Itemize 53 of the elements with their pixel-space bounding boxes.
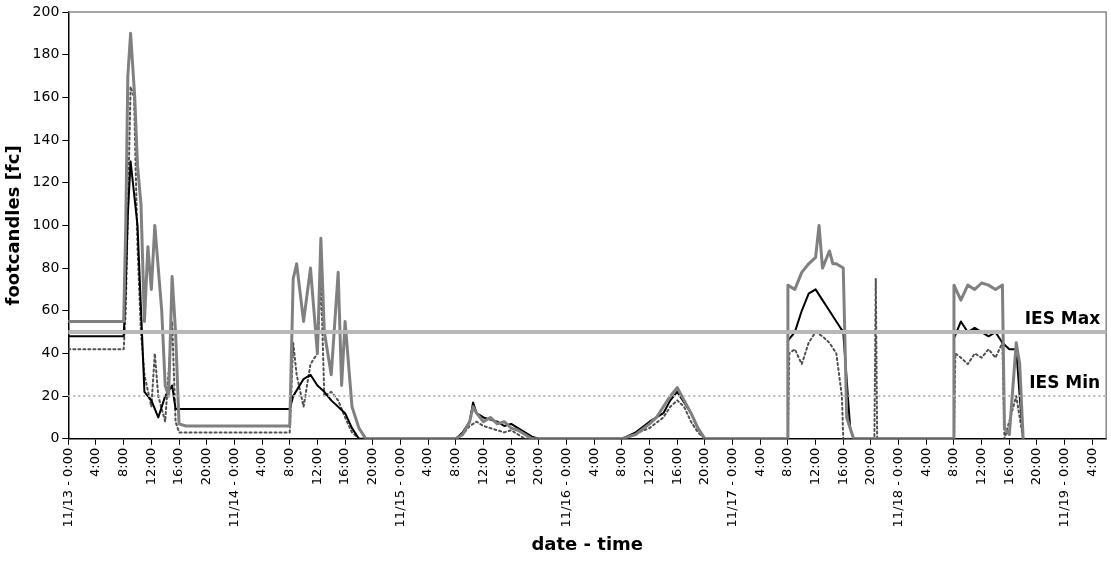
y-tick-label: 80 <box>41 258 60 275</box>
x-tick-label: 11/14 - 0:00 <box>225 447 241 528</box>
y-tick-label: 40 <box>41 344 60 361</box>
x-tick-label: 8:00 <box>945 447 961 477</box>
x-tick-label: 20:00 <box>198 447 214 486</box>
x-tick-label: 8:00 <box>115 447 131 477</box>
x-tick-label: 20:00 <box>364 447 380 486</box>
y-tick-label: 100 <box>32 216 60 233</box>
x-tick-label: 11/13 - 0:00 <box>59 447 75 528</box>
x-tick-label: 8:00 <box>613 447 629 477</box>
x-tick-label: 16:00 <box>834 447 850 486</box>
x-tick-label: 12:00 <box>474 447 490 486</box>
x-tick-label: 20:00 <box>530 447 546 486</box>
ref-line-label: IES Max <box>1024 308 1101 329</box>
x-tick-label: 16:00 <box>502 447 518 486</box>
y-axis-title: footcandles [fc] <box>2 145 24 306</box>
x-tick-label: 12:00 <box>308 447 324 486</box>
x-tick-label: 11/16 - 0:00 <box>557 447 573 528</box>
x-tick-label: 4:00 <box>917 447 933 477</box>
y-tick-label: 60 <box>41 301 60 318</box>
x-tick-label: 16:00 <box>668 447 684 486</box>
x-tick-label: 16:00 <box>170 447 186 486</box>
x-tick-label: 12:00 <box>806 447 822 486</box>
y-tick-label: 140 <box>32 130 60 147</box>
x-tick-label: 4:00 <box>585 447 601 477</box>
x-tick-label: 4:00 <box>751 447 767 477</box>
y-tick-label: 180 <box>32 45 60 62</box>
y-tick-label: 200 <box>32 2 60 19</box>
x-tick-label: 11/18 - 0:00 <box>889 447 905 528</box>
y-tick-label: 120 <box>32 173 60 190</box>
x-tick-label: 11/19 - 0:00 <box>1056 447 1072 528</box>
x-tick-label: 20:00 <box>862 447 878 486</box>
x-tick-label: 8:00 <box>447 447 463 477</box>
x-tick-label: 4:00 <box>1083 447 1099 477</box>
y-tick-label: 160 <box>32 88 60 104</box>
x-tick-label: 11/15 - 0:00 <box>391 447 407 528</box>
x-tick-label: 8:00 <box>779 447 795 477</box>
x-tick-label: 11/17 - 0:00 <box>723 447 739 528</box>
x-tick-label: 12:00 <box>973 447 989 486</box>
x-tick-label: 4:00 <box>419 447 435 477</box>
x-tick-label: 20:00 <box>1028 447 1044 486</box>
ref-line-label: IES Min <box>1029 372 1101 393</box>
x-tick-label: 20:00 <box>696 447 712 486</box>
x-tick-label: 12:00 <box>640 447 656 486</box>
x-tick-label: 4:00 <box>87 447 103 477</box>
y-tick-label: 0 <box>50 429 60 446</box>
x-tick-label: 4:00 <box>253 447 269 477</box>
x-tick-label: 16:00 <box>336 447 352 486</box>
x-tick-label: 8:00 <box>281 447 297 477</box>
y-tick-label: 20 <box>41 386 60 403</box>
x-tick-label: 16:00 <box>1000 447 1016 486</box>
x-axis-title: date - time <box>531 532 644 554</box>
x-tick-label: 12:00 <box>142 447 158 486</box>
